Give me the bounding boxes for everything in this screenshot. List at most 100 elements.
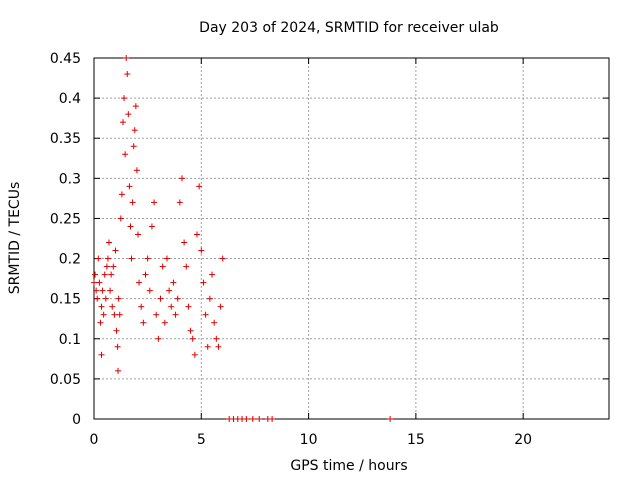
data-point [133, 167, 140, 174]
data-point [161, 319, 168, 326]
data-point [103, 263, 110, 270]
data-point [213, 335, 220, 342]
y-tick-label: 0 [72, 412, 81, 428]
x-tick-label: 5 [197, 432, 206, 448]
data-point [110, 263, 117, 270]
data-point [92, 271, 99, 278]
data-point [107, 287, 114, 294]
data-point [166, 287, 173, 294]
data-point [124, 71, 131, 78]
data-point [101, 271, 108, 278]
data-point [119, 119, 126, 126]
data-point [118, 191, 125, 198]
data-point [140, 319, 147, 326]
plot-frame [93, 57, 610, 420]
data-point [93, 287, 100, 294]
grid-lines [94, 58, 609, 419]
y-tick-label: 0.35 [50, 131, 81, 147]
data-point [121, 95, 128, 102]
data-point [123, 55, 130, 61]
data-point [249, 416, 256, 422]
data-point [187, 327, 194, 334]
y-tick-label: 0.15 [50, 292, 81, 308]
y-tick-label: 0.45 [50, 51, 81, 67]
data-point [387, 416, 394, 422]
data-point [104, 255, 111, 262]
y-tick-label: 0.05 [50, 372, 81, 388]
data-point [198, 247, 205, 254]
data-point [96, 279, 103, 286]
data-point [97, 319, 104, 326]
data-point [191, 351, 198, 358]
data-point [115, 367, 122, 374]
data-point [91, 279, 97, 286]
data-point [108, 271, 115, 278]
data-points [91, 55, 394, 422]
data-point [157, 295, 164, 302]
data-point [128, 255, 135, 262]
data-point [100, 311, 107, 318]
data-point [217, 303, 224, 310]
data-point [189, 335, 196, 342]
data-point [127, 223, 134, 230]
data-point [129, 199, 136, 206]
data-point [209, 271, 216, 278]
data-point [159, 263, 166, 270]
data-point [111, 311, 118, 318]
y-tick-label: 0.4 [59, 91, 81, 107]
data-point [130, 143, 137, 150]
axis-ticks: 0 0.05 0.1 0.15 0.2 0.25 0.3 0.35 0.4 0.45 0 5 10 15 2… [50, 51, 609, 448]
data-point [170, 279, 177, 286]
data-point [95, 255, 102, 262]
data-point [148, 223, 155, 230]
y-tick-label: 0.2 [59, 252, 81, 268]
data-point [181, 239, 188, 246]
data-point [155, 335, 162, 342]
data-point [132, 103, 139, 110]
chart-title: Day 203 of 2024, SRMTID for receiver ula… [199, 20, 499, 36]
data-point [206, 295, 213, 302]
data-point [98, 351, 105, 358]
data-point [131, 127, 138, 134]
x-tick-label: 10 [300, 432, 318, 448]
y-tick-label: 0.25 [50, 211, 81, 227]
data-point [200, 279, 207, 286]
y-axis-label: SRMTID / TECUs [7, 182, 23, 295]
data-point [125, 111, 132, 118]
data-point [211, 319, 218, 326]
data-point [194, 231, 200, 238]
data-point [172, 311, 179, 318]
data-point [174, 295, 181, 302]
data-point [185, 303, 192, 310]
data-point [136, 279, 143, 286]
data-point [106, 239, 113, 246]
x-tick-label: 15 [407, 432, 425, 448]
data-point [196, 183, 203, 190]
data-point [112, 247, 119, 254]
data-point [219, 255, 226, 262]
data-point [98, 303, 105, 310]
data-point [117, 215, 124, 222]
data-point [163, 255, 170, 262]
data-point [215, 343, 222, 350]
x-tick-label: 0 [90, 432, 99, 448]
data-point [113, 327, 120, 334]
data-point [122, 151, 129, 158]
data-point [102, 295, 109, 302]
y-tick-label: 0.1 [59, 332, 81, 348]
data-point [204, 343, 211, 350]
data-point [144, 255, 151, 262]
data-point [168, 303, 175, 310]
data-point [202, 311, 209, 318]
data-point [126, 183, 133, 190]
data-point [178, 175, 185, 182]
data-point [151, 199, 158, 206]
data-point [116, 311, 123, 318]
data-point [134, 231, 141, 238]
data-point [109, 303, 116, 310]
y-tick-label: 0.3 [59, 171, 81, 187]
data-point [115, 295, 122, 302]
data-point [176, 199, 183, 206]
data-point [243, 416, 250, 422]
